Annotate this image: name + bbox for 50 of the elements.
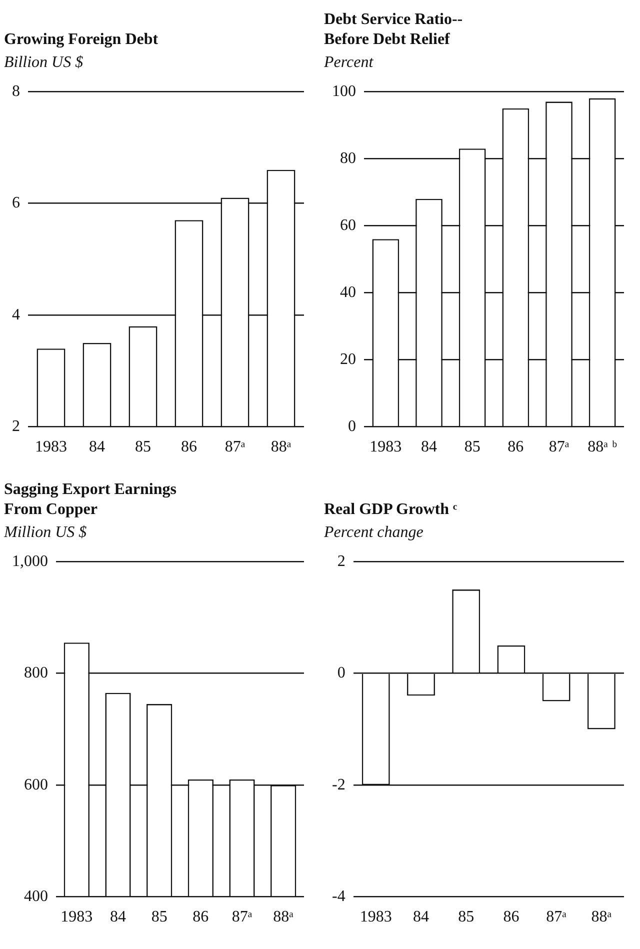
y-tick-label: 40: [340, 284, 356, 301]
x-tick-label: 84: [110, 908, 126, 926]
y-axis-title: Billion US $: [4, 54, 84, 73]
y-tick-label: 400: [24, 888, 48, 906]
y-tick-label: 8: [12, 82, 20, 100]
x-tick-label: 86: [503, 908, 520, 926]
chart-title: Debt Service Ratio-- Before Debt Relief: [324, 10, 464, 50]
x-tick-label: 85: [135, 438, 151, 456]
y-axis-title: Percent: [324, 54, 374, 73]
y-tick-label: 0: [337, 664, 346, 682]
x-tick-label: 1983: [360, 908, 392, 926]
x-tick-label: 84: [421, 438, 437, 456]
x-tick-label: 84: [89, 438, 105, 456]
x-tick-label: 1983: [60, 908, 93, 926]
y-tick-label: 80: [340, 150, 356, 167]
x-tick-label: 1983: [35, 438, 67, 456]
x-tick-label: 88ᵃ: [273, 908, 294, 926]
x-tick-label: 86: [181, 438, 197, 456]
chart-title: Growing Foreign Debt: [4, 30, 160, 50]
y-tick-label: 100: [332, 82, 356, 100]
x-tick-label: 85: [151, 908, 168, 926]
x-tick-label: 88ᵃ ᵇ: [588, 438, 618, 456]
x-tick-label: 85: [458, 908, 474, 926]
y-axis-title: Million US $: [4, 524, 88, 543]
y-tick-label: -2: [332, 776, 346, 794]
y-axis-title: Percent change: [324, 524, 424, 543]
x-tick-label: 84: [412, 908, 429, 926]
x-tick-label: 1983: [370, 438, 402, 456]
y-tick-label: 1,000: [12, 552, 48, 570]
x-tick-label: 86: [192, 908, 209, 926]
y-tick-label: 2: [12, 418, 20, 436]
x-tick-label: 86: [508, 438, 524, 456]
x-tick-label: 85: [464, 438, 480, 456]
y-tick-label: 4: [12, 306, 20, 324]
x-tick-label: 88ᵃ: [591, 908, 612, 926]
x-tick-label: 87ᵃ: [232, 908, 253, 926]
x-tick-label: 87ᵃ: [546, 908, 568, 926]
chart-title: Sagging Export Earnings From Copper: [4, 480, 178, 520]
chart-title: Real GDP Growth ᶜ: [324, 500, 458, 520]
y-tick-label: -4: [332, 888, 346, 906]
y-tick-label: 20: [340, 350, 356, 368]
y-tick-label: 2: [337, 552, 346, 570]
y-tick-label: 800: [24, 664, 48, 682]
y-tick-label: 0: [348, 418, 356, 436]
x-tick-label: 88ᵃ: [270, 438, 292, 456]
y-tick-label: 600: [24, 776, 48, 794]
y-tick-label: 60: [340, 216, 356, 234]
x-tick-label: 87ᵃ: [548, 438, 570, 456]
y-tick-label: 6: [12, 194, 20, 212]
x-tick-label: 87ᵃ: [224, 438, 246, 456]
